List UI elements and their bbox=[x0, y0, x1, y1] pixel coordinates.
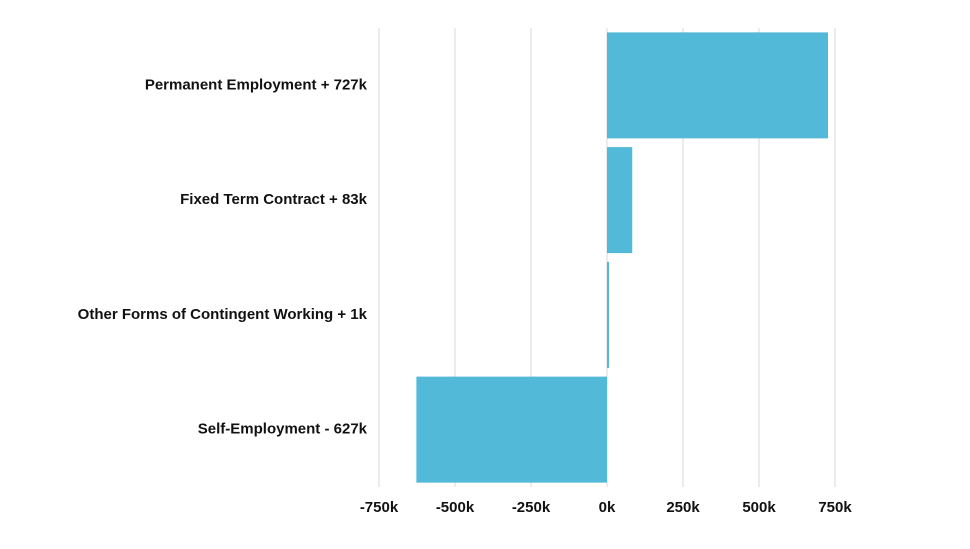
bar bbox=[416, 376, 607, 483]
category-label: Other Forms of Contingent Working + 1k bbox=[78, 306, 368, 323]
x-tick-label: -750k bbox=[360, 499, 399, 516]
x-tick-label: -250k bbox=[512, 499, 551, 516]
x-tick-label: -500k bbox=[436, 499, 475, 516]
x-tick-label: 500k bbox=[742, 499, 776, 516]
x-tick-label: 750k bbox=[818, 499, 852, 516]
bar bbox=[607, 32, 829, 139]
x-tick-label: 250k bbox=[666, 499, 700, 516]
x-tick-label: 0k bbox=[599, 499, 616, 516]
category-label: Fixed Term Contract + 83k bbox=[180, 191, 368, 208]
bar bbox=[607, 261, 609, 368]
category-labels: Permanent Employment + 727k Fixed Term Co… bbox=[78, 76, 368, 437]
category-label: Self-Employment - 627k bbox=[198, 421, 368, 438]
bars bbox=[416, 32, 829, 483]
category-label: Permanent Employment + 727k bbox=[145, 76, 368, 93]
x-tick-labels: -750k -500k -250k 0k 250k 500k 750k bbox=[360, 499, 853, 516]
bar bbox=[607, 147, 633, 254]
